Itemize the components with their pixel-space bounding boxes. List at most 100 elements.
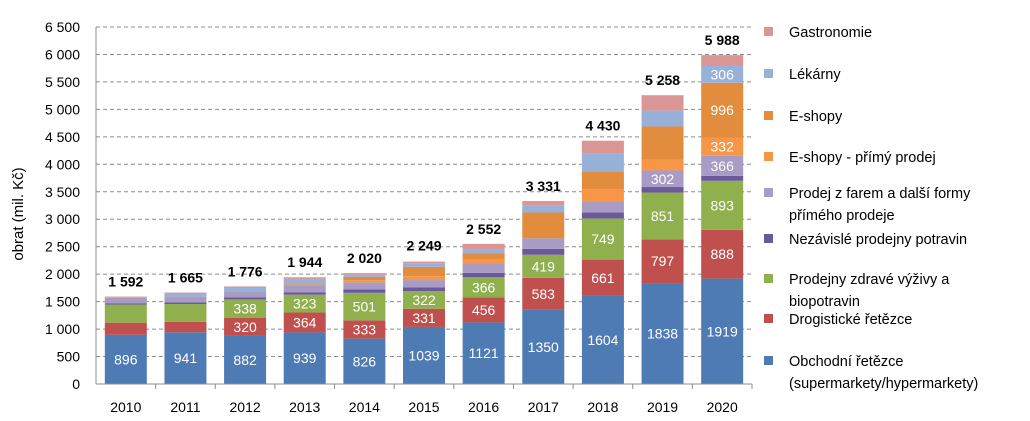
- total-label: 1 776: [228, 263, 263, 279]
- bar-segment: [283, 312, 326, 333]
- data-label: 501: [353, 299, 377, 315]
- bar-segment: [343, 292, 386, 321]
- x-tick-label: 2015: [408, 399, 439, 415]
- y-tick-label: 3 500: [45, 184, 80, 200]
- bar-segment: [701, 278, 744, 384]
- bar-segment: [522, 205, 565, 213]
- axes: 0 500 1 000 1 500 2 000 2 500 3 000 3 500 4 000 4…: [45, 19, 753, 415]
- bar-segment: [403, 266, 445, 277]
- x-tick-label: 2012: [230, 399, 261, 415]
- bar-segment: [104, 303, 147, 305]
- x-tick-label: 2018: [587, 399, 618, 415]
- bar-segment: [104, 334, 147, 384]
- total-label: 2 552: [466, 221, 501, 237]
- data-label: 893: [711, 197, 735, 213]
- data-label: 888: [711, 246, 735, 262]
- bar-segment: [224, 291, 267, 298]
- bar-segment: [462, 263, 505, 273]
- y-tick-label: 2 000: [45, 266, 80, 282]
- bar-segment: [641, 239, 684, 284]
- bar-segment: [224, 299, 267, 318]
- data-label: 331: [412, 310, 436, 326]
- legend-label: Prodej z farem a další formy: [789, 186, 971, 202]
- bar-segment: [701, 82, 744, 138]
- bar-segment: [224, 297, 267, 300]
- x-tick-label: 2020: [707, 399, 738, 415]
- data-label: 366: [472, 279, 496, 295]
- legend-label: Nezávislé prodejny potravin: [789, 232, 967, 248]
- legend-label: Obchodní řetězce: [789, 354, 903, 370]
- bar-segment: [104, 322, 147, 335]
- bar-segment: [104, 304, 147, 323]
- bar-segment: [343, 280, 386, 283]
- bar-segment: [522, 309, 565, 384]
- bar-segment: [462, 253, 505, 260]
- legend-swatch: [764, 111, 773, 120]
- bar-segment: [224, 317, 267, 336]
- bar-segment: [641, 170, 684, 188]
- data-label: 320: [233, 319, 257, 335]
- legend-label: Lékárny: [789, 67, 841, 83]
- bar-segment: [403, 326, 445, 384]
- bar-segment: [701, 229, 744, 279]
- bar-segment: [283, 332, 326, 384]
- legend-label: E-shopy - přímý prodej: [789, 150, 936, 166]
- bar-segment: [581, 140, 624, 154]
- bar-segment: [581, 259, 624, 296]
- x-tick-label: 2019: [647, 399, 678, 415]
- data-label: 1919: [707, 323, 738, 339]
- data-label: 366: [711, 158, 735, 174]
- bar-segment: [581, 218, 624, 260]
- data-label: 996: [711, 102, 735, 118]
- bar-segment: [403, 261, 445, 264]
- data-label: 456: [472, 302, 496, 318]
- bar-segment: [283, 278, 326, 285]
- bar-segment: [701, 180, 744, 230]
- total-label: 1 592: [108, 274, 143, 290]
- data-label: 896: [114, 351, 138, 367]
- bar-segment: [701, 55, 744, 66]
- total-label: 5 258: [645, 72, 680, 88]
- bar-segment: [641, 283, 684, 384]
- bar-segment: [462, 297, 505, 323]
- bar-segment: [104, 296, 147, 298]
- bar-segment: [701, 65, 744, 83]
- bar-segment: [224, 287, 267, 292]
- data-label: 302: [651, 171, 675, 187]
- legend-label: E-shopy: [789, 109, 843, 125]
- bar-segment: [522, 212, 565, 239]
- bar-segment: [641, 126, 684, 160]
- legend-swatch: [764, 234, 773, 243]
- data-label: 322: [412, 292, 436, 308]
- bar-segment: [164, 332, 207, 384]
- bar-segment: [403, 291, 445, 309]
- bar-segment: [641, 192, 684, 240]
- bar-segment: [462, 259, 505, 264]
- x-tick-label: 2014: [349, 399, 380, 415]
- legend-swatch: [764, 274, 773, 283]
- bar-segment: [164, 321, 207, 333]
- y-tick-label: 5 500: [45, 74, 80, 90]
- bar-segment: [522, 201, 565, 206]
- bar-segment: [283, 292, 326, 295]
- legend-swatch: [764, 27, 773, 36]
- data-label: 749: [591, 231, 615, 247]
- y-tick-label: 1 000: [45, 321, 80, 337]
- bar-segment: [164, 293, 207, 297]
- bar-segment: [283, 284, 326, 286]
- bar-segment: [283, 277, 326, 279]
- y-tick-label: 6 500: [45, 19, 80, 35]
- data-label: 364: [293, 314, 317, 330]
- legend-swatch: [764, 188, 773, 197]
- bar-segment: [164, 292, 207, 294]
- data-label: 826: [353, 353, 377, 369]
- bar-segment: [164, 302, 207, 305]
- x-tick-label: 2011: [170, 399, 200, 415]
- data-label: 338: [233, 301, 257, 317]
- y-tick-label: 1 500: [45, 294, 80, 310]
- data-label: 306: [711, 66, 735, 82]
- bar-segment: [343, 274, 386, 277]
- bar-segment: [462, 272, 505, 278]
- y-tick-label: 5 000: [45, 101, 80, 117]
- bar-segment: [403, 287, 445, 292]
